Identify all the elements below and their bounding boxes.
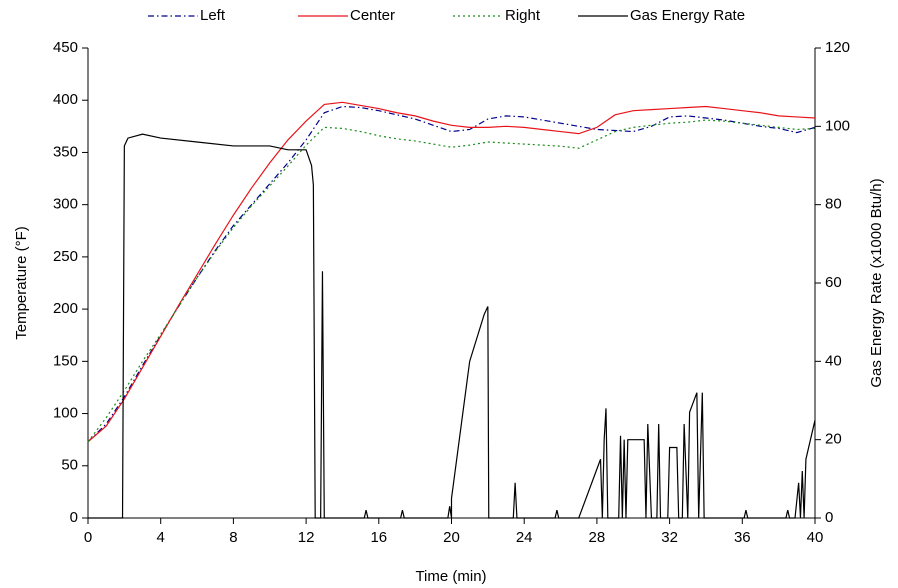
x-axis-label: Time (min) <box>415 568 486 585</box>
y-tick-label: 400 <box>53 91 78 108</box>
x-tick-label: 0 <box>84 529 92 546</box>
y-tick-label: 50 <box>61 457 78 474</box>
y-tick-label: 200 <box>53 300 78 317</box>
y-tick-label: 100 <box>53 405 78 422</box>
y-tick-label: 250 <box>53 248 78 265</box>
y-tick-label: 0 <box>70 509 78 526</box>
x-tick-label: 4 <box>157 529 165 546</box>
x-tick-label: 36 <box>734 529 751 546</box>
x-tick-label: 16 <box>370 529 387 546</box>
series-line <box>87 119 816 443</box>
y-tick-label: 350 <box>53 143 78 160</box>
x-tick-label: 8 <box>229 529 237 546</box>
series-line <box>87 105 816 443</box>
y2-tick-label: 80 <box>825 196 842 213</box>
y2-axis-label: Gas Energy Rate (x1000 Btu/h) <box>868 178 885 387</box>
y2-tick-label: 60 <box>825 274 842 291</box>
legend-label: Gas Energy Rate <box>630 7 745 24</box>
x-tick-label: 28 <box>589 529 606 546</box>
series-line <box>87 101 816 443</box>
legend-label: Left <box>200 7 226 24</box>
x-tick-label: 12 <box>298 529 315 546</box>
x-tick-label: 32 <box>661 529 678 546</box>
x-tick-label: 24 <box>516 529 533 546</box>
y2-tick-label: 40 <box>825 352 842 369</box>
legend-label: Right <box>505 7 541 24</box>
y2-tick-label: 20 <box>825 431 842 448</box>
x-tick-label: 40 <box>807 529 824 546</box>
y2-tick-label: 120 <box>825 39 850 56</box>
legend-label: Center <box>350 7 395 24</box>
x-tick-label: 20 <box>443 529 460 546</box>
series-line <box>88 133 816 519</box>
y-axis-label: Temperature (°F) <box>13 226 30 340</box>
y-tick-label: 450 <box>53 39 78 56</box>
y-tick-label: 300 <box>53 196 78 213</box>
y-tick-label: 150 <box>53 352 78 369</box>
y2-tick-label: 100 <box>825 117 850 134</box>
y2-tick-label: 0 <box>825 509 833 526</box>
